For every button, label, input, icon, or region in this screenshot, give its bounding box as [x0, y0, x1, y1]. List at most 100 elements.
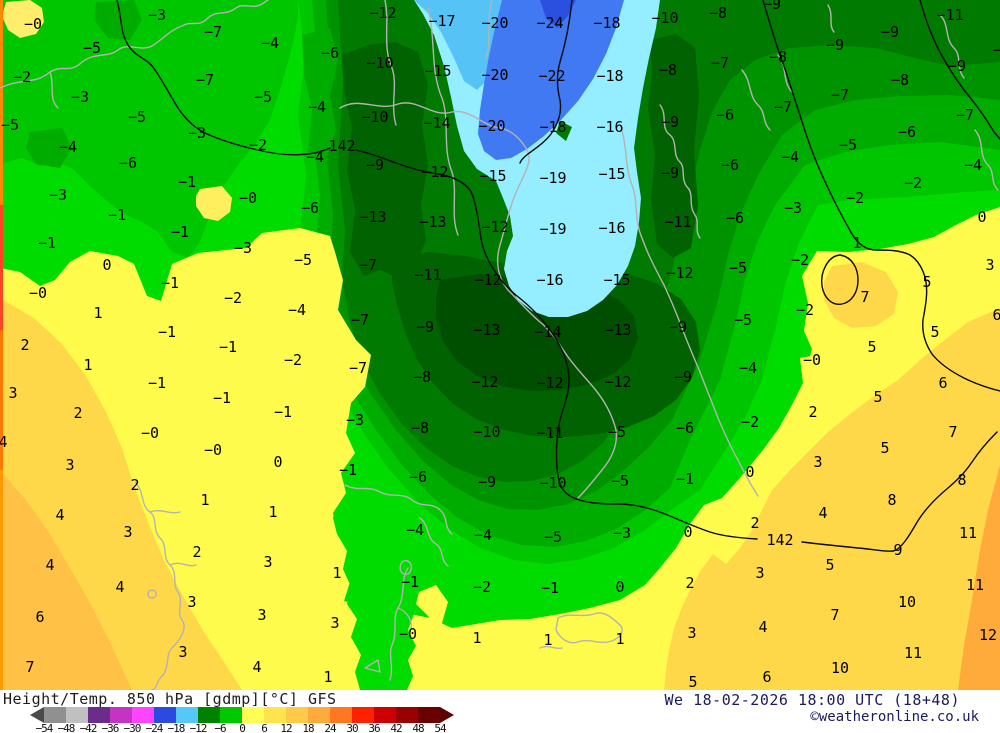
temp-label: −14 — [423, 114, 450, 132]
river-1 — [384, 0, 397, 126]
temp-label: −9 — [948, 57, 966, 75]
valid-time: We 18-02-2026 18:00 UTC (18+48) — [664, 691, 960, 709]
temp-label: 5 — [930, 323, 939, 341]
scale-tick: 54 — [434, 722, 446, 733]
temp-label: 0 — [615, 578, 624, 596]
temp-label: −3 — [613, 524, 631, 542]
temp-label: −3 — [188, 124, 206, 142]
temp-label: −10 — [366, 54, 393, 72]
coastline-peninsula-spur1 — [149, 510, 181, 514]
temp-label: −19 — [539, 169, 566, 187]
temp-label-layer: −0−5−3−7−4−6−12 −17 −20 −24 −18 −10 −8 −9−9−9−1… — [0, 0, 1000, 690]
map-area: −0 −5 −3 −7 −4 −6 −12 −17 −20 −24 −18 −10 −8 −9 −9 −9 −1… — [0, 0, 1000, 690]
scale-tick: 18 — [302, 722, 314, 733]
scale-segment — [44, 707, 66, 723]
temp-label: −7 — [831, 86, 849, 104]
weather-map: −0−5−3−7−4−6−12 −17 −20 −24 −18 −10 −8 −9−9−9−1… — [0, 0, 1000, 690]
temp-label: 2 — [130, 476, 139, 494]
scale-segment — [110, 707, 132, 723]
temp-label: 1 — [268, 503, 277, 521]
temp-label: 3 — [330, 614, 339, 632]
temp-label: 3 — [755, 564, 764, 582]
coastline-sakhalin-tip — [827, 4, 835, 33]
temp-label: −4 — [964, 156, 982, 174]
temp-label: −1 — [178, 173, 196, 191]
coastline-islet-1 — [539, 645, 563, 650]
temp-label: 5 — [825, 556, 834, 574]
temp-label: −7 — [359, 256, 377, 274]
coastline-island-ne1 — [939, 14, 965, 79]
temp-label: −10 — [473, 423, 500, 441]
temp-label: −16 — [536, 271, 563, 289]
temp-label: 1 — [852, 234, 861, 252]
temp-label: −19 — [539, 220, 566, 238]
temp-label: −12 — [369, 4, 396, 22]
temp-label: −9 — [478, 473, 496, 491]
temp-label: −12 — [604, 373, 631, 391]
temp-label: −1 — [158, 323, 176, 341]
temp-label: −0 — [239, 189, 257, 207]
temp-label: 5 — [867, 338, 876, 356]
temp-label: −4 — [781, 148, 799, 166]
temp-label: −11 — [664, 213, 691, 231]
temp-label: −6 — [301, 199, 319, 217]
temp-label: −20 — [481, 14, 508, 32]
temp-label: −7 — [774, 98, 792, 116]
temp-label: −1 — [219, 338, 237, 356]
temp-label: 7 — [860, 288, 869, 306]
temp-label: 4 — [758, 618, 767, 636]
temp-label: −14 — [534, 323, 561, 341]
temp-label: −6 — [321, 44, 339, 62]
temp-label: 12 — [979, 626, 997, 644]
temp-label: 2 — [808, 403, 817, 421]
coastline-kyushu-spur — [397, 607, 412, 633]
temp-label: −12 — [471, 373, 498, 391]
coastline-northwest — [0, 0, 269, 89]
green-spot-c — [302, 28, 338, 160]
temp-label: −11 — [536, 424, 563, 442]
temp-label: −24 — [536, 14, 563, 32]
temp-label: −22 — [538, 67, 565, 85]
scale-right-arrow-icon — [440, 707, 454, 723]
temp-label: 0 — [102, 256, 111, 274]
copyright: ©weatheronline.co.uk — [810, 709, 979, 725]
temp-label: −11 — [936, 6, 963, 24]
temp-label: 4 — [0, 433, 8, 451]
temp-label: −7 — [351, 311, 369, 329]
gold-warm-spot — [824, 262, 898, 328]
temp-label: −5 — [83, 39, 101, 57]
temp-label: −8 — [411, 419, 429, 437]
coastline-strait-2 — [777, 54, 793, 93]
green-spot-a — [94, 0, 142, 40]
temp-label: 6 — [992, 306, 1000, 324]
temp-label: −12 — [421, 163, 448, 181]
scale-tick: −30 — [123, 722, 142, 733]
temp-label: 6 — [762, 668, 771, 686]
temp-label: −1 — [171, 223, 189, 241]
scale-segment — [88, 707, 110, 723]
temp-label: −3 — [346, 411, 364, 429]
temp-label: −3 — [49, 186, 67, 204]
temp-label: 2 — [685, 574, 694, 592]
height-label: 142 — [328, 137, 355, 155]
scale-segment — [396, 707, 418, 723]
temp-label: −9 — [881, 23, 899, 41]
temp-label: −5 — [611, 472, 629, 490]
temp-label: 9 — [893, 541, 902, 559]
coastline-strait-1 — [741, 69, 771, 131]
temp-label: 1 — [472, 629, 481, 647]
pale-yellow-spot-mid — [196, 186, 232, 221]
temp-label: −18 — [539, 118, 566, 136]
temp-label: 0 — [745, 463, 754, 481]
temp-label: 2 — [20, 336, 29, 354]
temp-label: −0 — [141, 424, 159, 442]
temp-label: −3 — [148, 6, 166, 24]
temp-label: −6 — [119, 154, 137, 172]
temp-label: 6 — [35, 608, 44, 626]
temp-label: 5 — [873, 388, 882, 406]
temp-label: −1 — [541, 579, 559, 597]
temp-label: 5 — [880, 439, 889, 457]
temp-label: −5 — [839, 136, 857, 154]
temp-label: −1 — [38, 234, 56, 252]
scale-tick: −48 — [57, 722, 76, 733]
